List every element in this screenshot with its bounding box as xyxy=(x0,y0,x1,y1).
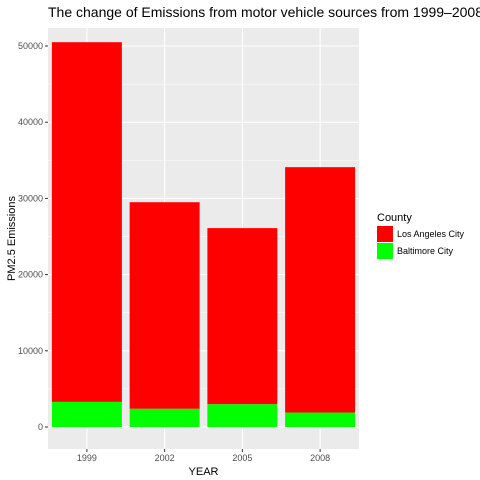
bar-baltimore-city-2002 xyxy=(129,408,200,427)
x-tick-label: 1999 xyxy=(77,453,97,463)
bar-los-angeles-city-1999 xyxy=(51,42,122,402)
y-tick-label: 50000 xyxy=(18,41,43,51)
legend-label: Baltimore City xyxy=(397,246,454,256)
y-tick-label: 0 xyxy=(38,422,43,432)
bar-los-angeles-city-2008 xyxy=(285,167,356,413)
bar-baltimore-city-1999 xyxy=(51,401,122,427)
legend-swatch xyxy=(377,243,393,259)
legend: County Los Angeles City Baltimore City xyxy=(377,212,465,259)
x-tick-label: 2002 xyxy=(155,453,175,463)
y-axis: 0 10000 20000 30000 40000 50000 xyxy=(18,41,48,432)
y-tick-label: 30000 xyxy=(18,193,43,203)
bar-baltimore-city-2005 xyxy=(207,404,278,427)
legend-title: County xyxy=(377,212,412,224)
y-tick-label: 40000 xyxy=(18,117,43,127)
x-axis-title: YEAR xyxy=(189,466,219,478)
x-tick-label: 2008 xyxy=(310,453,330,463)
x-axis: 1999 2002 2005 2008 xyxy=(77,449,330,463)
y-axis-title: PM2.5 Emissions xyxy=(6,196,18,281)
y-tick-label: 20000 xyxy=(18,270,43,280)
y-tick-label: 10000 xyxy=(18,346,43,356)
legend-swatch xyxy=(377,226,393,242)
bar-los-angeles-city-2002 xyxy=(129,202,200,409)
bars xyxy=(51,42,356,427)
x-tick-label: 2005 xyxy=(232,453,252,463)
bar-baltimore-city-2008 xyxy=(285,412,356,427)
legend-label: Los Angeles City xyxy=(397,229,465,239)
bar-los-angeles-city-2005 xyxy=(207,228,278,405)
chart-title: The change of Emissions from motor vehic… xyxy=(48,4,480,20)
